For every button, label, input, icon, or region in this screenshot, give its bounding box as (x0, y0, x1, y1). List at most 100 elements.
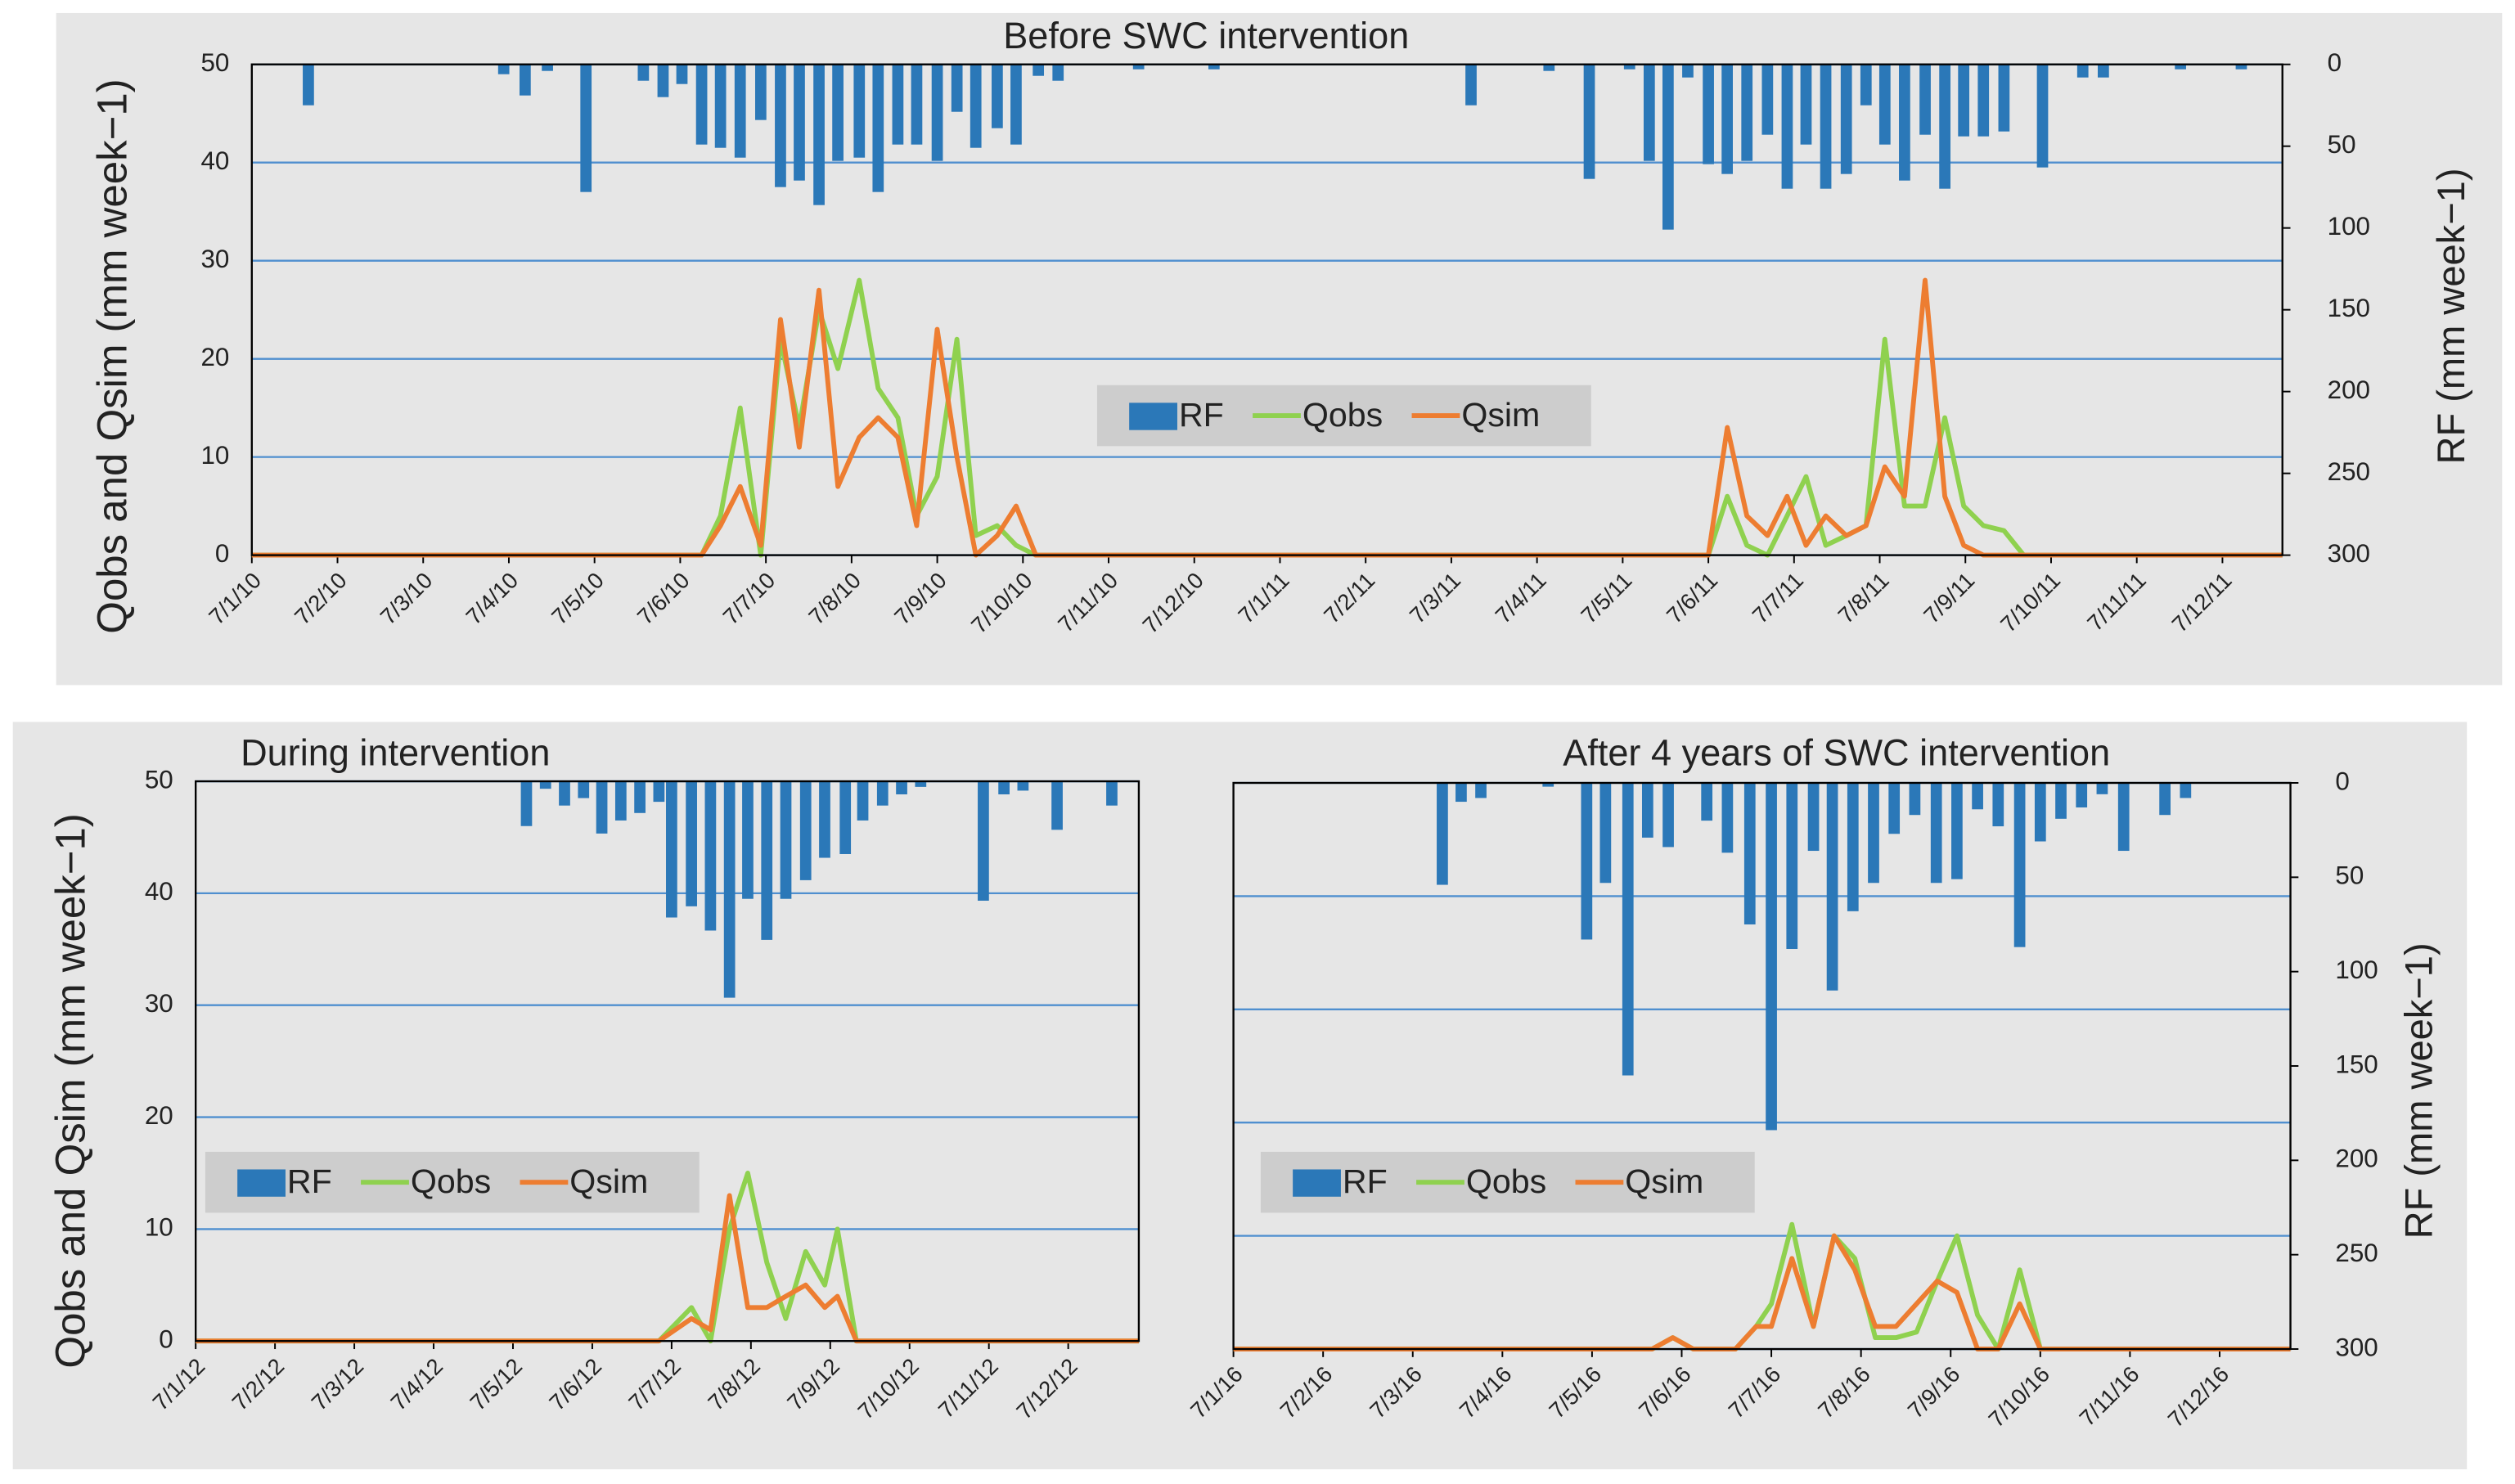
rf-bar (998, 781, 1010, 794)
y-tick-label: 20 (200, 343, 229, 371)
legend-label: Qobs (1466, 1162, 1546, 1200)
rf-bar (2036, 64, 2049, 168)
y-tick-label: 10 (145, 1213, 173, 1242)
rf-bar (637, 64, 650, 81)
rf-bar (519, 64, 531, 96)
rf-bar (1807, 782, 1820, 852)
rf-bar (1909, 782, 1921, 816)
legend-label: Qsim (569, 1162, 648, 1200)
y2-axis-label: RF (mm week−1) (2429, 168, 2472, 464)
rf-bar (915, 781, 927, 787)
y2-tick-label: 0 (2328, 48, 2342, 77)
rf-bar (542, 64, 553, 71)
rf-bar (1662, 64, 1674, 230)
chart-title: Before SWC intervention (1003, 15, 1409, 56)
rf-bar (2159, 782, 2171, 816)
legend-label: RF (1179, 396, 1224, 434)
plot-area (1233, 782, 2291, 1350)
rf-bar (2180, 782, 2192, 798)
rf-bar (1052, 64, 1064, 81)
rf-bar (1599, 782, 1612, 884)
rf-bar (819, 781, 830, 858)
y2-tick-label: 100 (2328, 212, 2370, 241)
rf-bar (896, 781, 907, 794)
rf-bar (931, 64, 943, 161)
y2-tick-label: 150 (2328, 294, 2370, 322)
rf-bar (1820, 64, 1832, 189)
chart-title: During intervention (241, 732, 550, 774)
rf-bar (695, 64, 708, 145)
rf-bar (1840, 64, 1852, 174)
legend-swatch (237, 1169, 286, 1197)
rf-bar (1132, 64, 1145, 70)
rf-bar (970, 64, 982, 148)
rf-bar (1437, 782, 1448, 885)
rf-bar (1542, 782, 1554, 787)
y2-tick-label: 250 (2335, 1239, 2378, 1267)
rf-bar (1475, 782, 1487, 798)
rf-bar (686, 781, 697, 906)
rf-bar (559, 781, 570, 806)
legend-swatch (1129, 402, 1177, 430)
legend-label: RF (1343, 1162, 1388, 1200)
rf-bar (1878, 64, 1891, 145)
qobs-line (196, 1171, 1139, 1344)
rf-bar (1051, 781, 1063, 830)
y-tick-label: 40 (145, 877, 173, 906)
legend-label: Qobs (411, 1162, 491, 1200)
legend-box (1260, 1151, 1755, 1213)
rf-bar (1977, 64, 1990, 137)
rf-bar (1998, 64, 2010, 132)
rf-bar (799, 781, 812, 880)
rf-bar (892, 64, 904, 145)
rf-bar (1766, 782, 1777, 1131)
rf-bar (1581, 782, 1593, 940)
rf-bar (634, 781, 646, 813)
rf-bar (1939, 64, 1950, 189)
rf-bar (1033, 64, 1045, 76)
rf-bar (1741, 64, 1753, 161)
rf-bar (2034, 782, 2046, 842)
rf-bar (1543, 64, 1555, 71)
rf-bar (2175, 64, 2186, 70)
plot-frame (194, 780, 1141, 1342)
rf-bar (1662, 782, 1674, 848)
y2-tick-label: 0 (2335, 767, 2349, 795)
y2-tick-label: 50 (2335, 861, 2364, 890)
rf-bar (1972, 782, 1983, 810)
rf-bar (2235, 64, 2247, 70)
rf-bar (1682, 64, 1694, 78)
qsim-line (251, 277, 2283, 558)
rf-bar (1800, 64, 1812, 145)
rf-bar (1721, 64, 1733, 174)
rf-bar (657, 64, 669, 97)
rf-bar (2076, 64, 2089, 78)
rf-bar (992, 64, 1003, 128)
y-tick-label: 0 (159, 1325, 173, 1354)
rf-bar (857, 781, 869, 821)
y-axis-label: Qobs and Qsim (mm week−1) (89, 79, 136, 633)
rf-bar (794, 64, 805, 181)
rf-bar (704, 781, 717, 931)
plot-frame (1232, 781, 2292, 1351)
y-tick-label: 0 (215, 539, 229, 568)
legend-box (1096, 384, 1591, 447)
rf-bar (734, 64, 746, 158)
rf-bar (614, 781, 627, 821)
rf-bar (1847, 782, 1859, 911)
y-tick-label: 50 (145, 765, 173, 794)
rf-bar (1868, 782, 1879, 884)
y2-tick-label: 300 (2328, 539, 2370, 568)
rf-bar (742, 781, 754, 899)
rf-bar (1017, 781, 1029, 791)
rf-bar (596, 781, 608, 834)
rf-bar (1761, 64, 1774, 135)
rf-bar (2055, 782, 2067, 819)
rf-bar (1583, 64, 1595, 179)
qsim-line (196, 1193, 1139, 1344)
rf-bar (761, 781, 773, 940)
rf-bar (723, 781, 736, 998)
rf-bar (1826, 782, 1838, 991)
